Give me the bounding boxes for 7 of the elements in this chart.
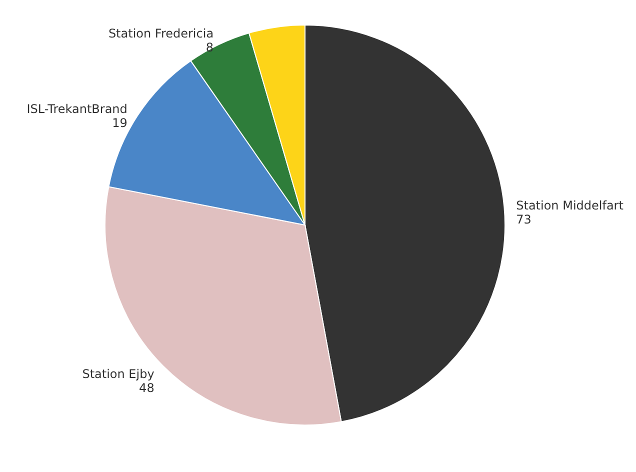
data-label: 48 xyxy=(139,381,154,396)
slice-label: Station Ejby xyxy=(82,367,154,382)
data-label: 73 xyxy=(516,212,532,227)
data-label: 19 xyxy=(112,116,128,130)
slice-label: ISL-TrekantBrand xyxy=(26,102,128,116)
slice-label: Station Fredericia xyxy=(108,26,214,41)
slice-label: Station Middelfart xyxy=(516,198,624,213)
